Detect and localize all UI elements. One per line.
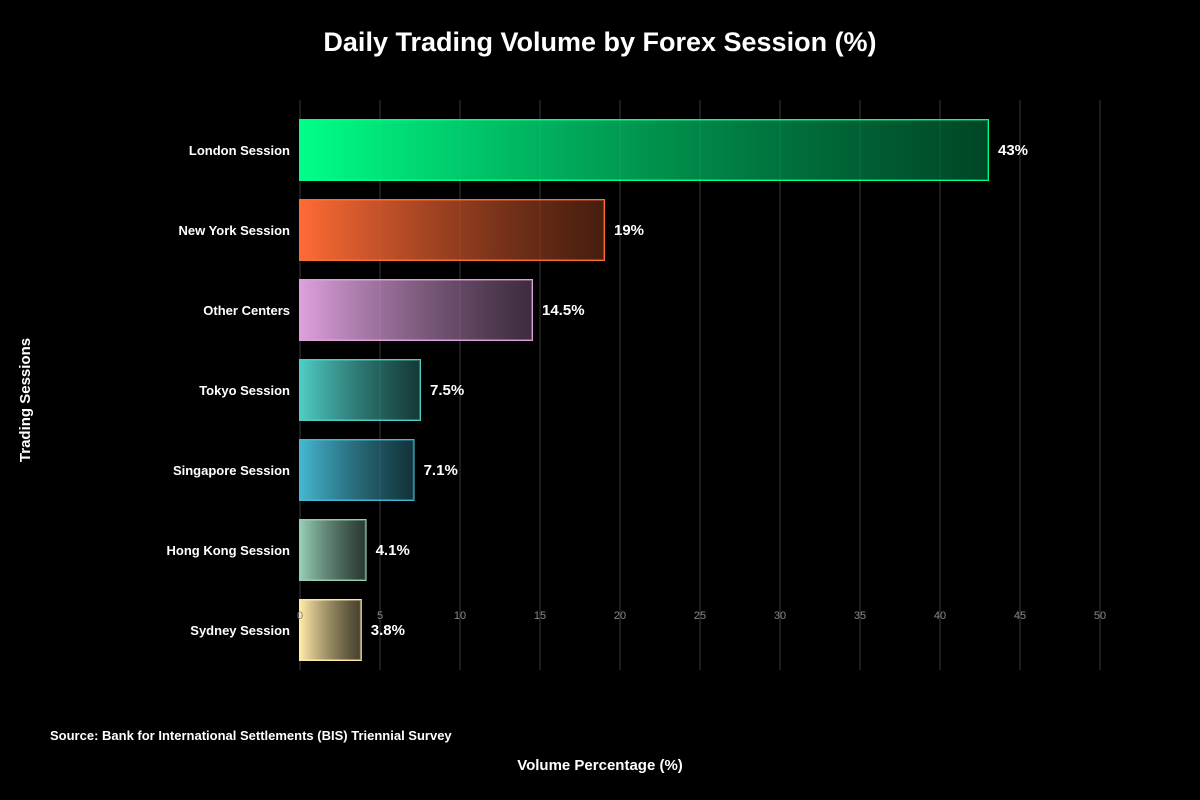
x-tick-label: 10	[454, 610, 466, 622]
x-axis-label: Volume Percentage (%)	[517, 757, 683, 774]
bar	[299, 359, 421, 421]
data-label: 14.5%	[542, 302, 585, 319]
bar	[299, 599, 362, 661]
x-tick-label: 35	[854, 610, 866, 622]
bar	[299, 439, 415, 501]
value-labels: 43% 19% 14.5% 7.5% 7.1% 4.1% 3.8%	[371, 142, 1028, 639]
bar	[299, 199, 605, 261]
bar	[299, 279, 533, 341]
category-label: Tokyo Session	[199, 383, 290, 398]
source-note: Source: Bank for International Settlemen…	[50, 728, 452, 743]
chart-title: Daily Trading Volume by Forex Session (%…	[323, 27, 876, 57]
x-tick-label: 0	[297, 610, 303, 622]
x-tick-label: 45	[1014, 610, 1026, 622]
data-label: 4.1%	[376, 542, 410, 559]
x-tick-label: 30	[774, 610, 786, 622]
x-tick-label: 40	[934, 610, 946, 622]
x-tick-label: 25	[694, 610, 706, 622]
category-label: Other Centers	[203, 303, 290, 318]
bars	[299, 119, 989, 661]
category-label: Hong Kong Session	[167, 543, 291, 558]
x-tick-label: 15	[534, 610, 546, 622]
bar	[299, 119, 989, 181]
x-tick-labels: 0 5 10 15 20 25 30 35 40 45 50	[297, 610, 1106, 622]
x-tick-label: 5	[377, 610, 383, 622]
grid-lines	[299, 100, 1101, 670]
data-label: 19%	[614, 222, 644, 239]
x-tick-label: 50	[1094, 610, 1106, 622]
data-label: 7.1%	[424, 462, 458, 479]
category-labels: London Session New York Session Other Cent…	[167, 143, 291, 638]
category-label: Singapore Session	[173, 463, 290, 478]
category-label: Sydney Session	[190, 623, 290, 638]
data-label: 3.8%	[371, 622, 405, 639]
bar	[299, 519, 367, 581]
category-label: New York Session	[178, 223, 290, 238]
data-label: 43%	[998, 142, 1028, 159]
y-axis-label: Trading Sessions	[17, 338, 34, 462]
category-label: London Session	[189, 143, 290, 158]
data-label: 7.5%	[430, 382, 464, 399]
x-tick-label: 20	[614, 610, 626, 622]
